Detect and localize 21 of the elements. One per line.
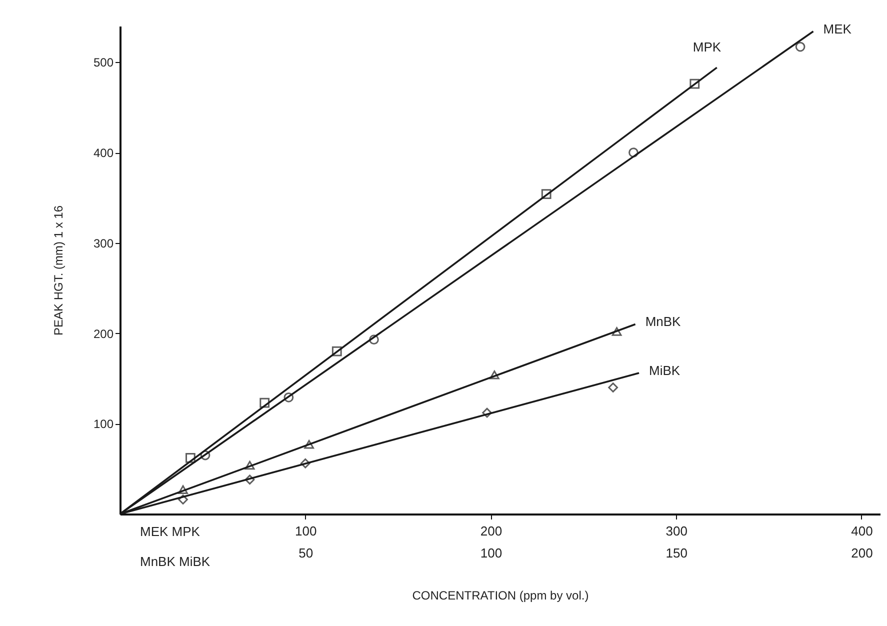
x-tick-label: 100 [295,524,317,538]
x2-tick-label: 50 [298,546,314,560]
y-tick-label: 500 [93,56,114,70]
x2-tick-label: 150 [666,546,688,560]
series-label: MnBK [645,314,682,330]
y-tick-label: 200 [93,326,114,341]
text: MnBK MiBK [140,554,210,569]
series-label: MEK [823,21,852,36]
y-axis-title: PEAK HGT. (mm) 1 x 16 [51,205,66,336]
x2-tick-label: 200 [851,546,873,560]
x-axis-title: CONCENTRATION (ppm by vol.) [412,588,589,602]
x-tick-label: 300 [666,524,688,538]
x-tick-label: 400 [851,524,873,538]
series-label: MPK [692,40,722,55]
series-label: MiBK [649,363,680,378]
y-tick-label: 400 [93,146,114,160]
x2-tick-label: 100 [480,546,502,560]
x-tick-label: 200 [480,524,502,538]
y-tick-label: 100 [93,417,114,432]
y-tick-label: 300 [93,236,114,250]
text: MEK MPK [140,524,200,539]
